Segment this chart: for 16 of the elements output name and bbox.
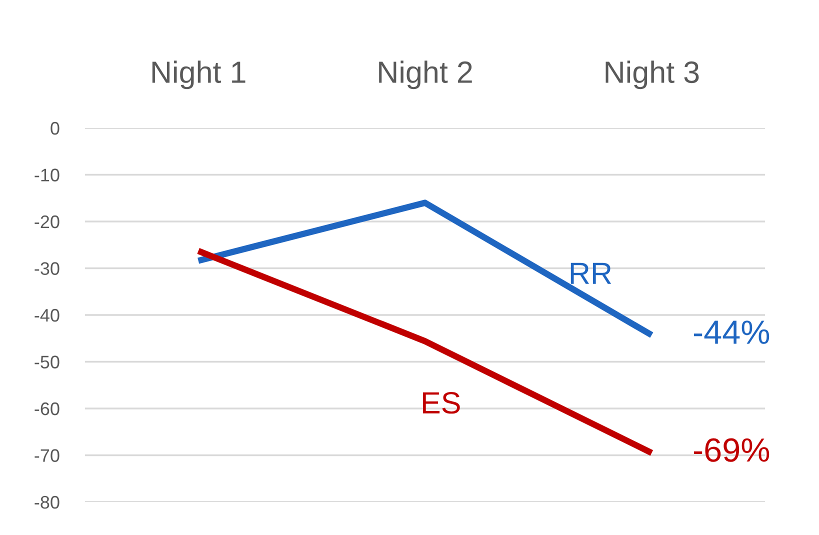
- data-label: -69%: [694, 438, 770, 462]
- y-tick-label: -60: [34, 402, 60, 416]
- y-tick-label: -70: [34, 449, 60, 462]
- y-tick-label: -40: [34, 308, 60, 322]
- y-tick-label: -80: [34, 496, 60, 509]
- x-tick-label: Night 3: [606, 60, 699, 90]
- y-tick-label: -20: [34, 215, 60, 228]
- x-tick-label: Night 2: [379, 60, 472, 90]
- x-tick-label: Night 1: [152, 60, 246, 90]
- y-tick-label: -10: [34, 168, 60, 182]
- y-tick-label: -30: [34, 262, 60, 275]
- y-tick-label: 0: [50, 122, 60, 135]
- data-label: -44%: [694, 320, 770, 344]
- series-label: RR: [570, 262, 612, 284]
- y-tick-label: -50: [34, 356, 60, 368]
- series-label: ES: [422, 392, 460, 414]
